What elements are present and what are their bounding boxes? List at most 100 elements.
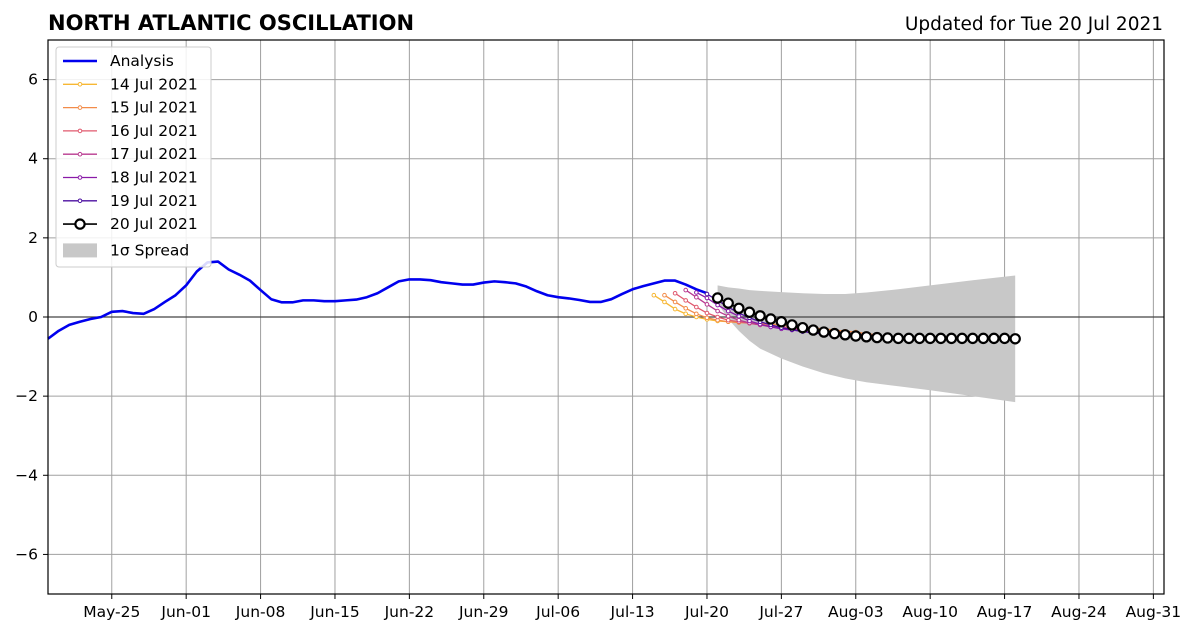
- legend-label: 18 Jul 2021: [110, 169, 198, 187]
- x-tick-label: Aug-24: [1051, 603, 1107, 621]
- forecast-point: [715, 302, 720, 308]
- forecast-point: [743, 306, 756, 318]
- forecast-point: [786, 319, 798, 331]
- forecast-point: [672, 290, 678, 296]
- forecast-point: [860, 331, 873, 343]
- y-tick-label: −2: [15, 387, 38, 405]
- forecast-series: [651, 287, 1021, 345]
- legend-label: Analysis: [110, 52, 174, 70]
- legend-label: 19 Jul 2021: [110, 192, 198, 210]
- forecast-point: [683, 298, 689, 303]
- forecast-point: [704, 291, 710, 297]
- forecast-point: [722, 297, 734, 309]
- analysis-series: [47, 260, 708, 340]
- forecast-point: [662, 299, 667, 305]
- legend-swatch-marker: [77, 82, 83, 87]
- forecast-point: [966, 332, 979, 345]
- forecast-point: [662, 292, 667, 298]
- forecast-point: [828, 327, 841, 340]
- legend-swatch-marker: [77, 151, 83, 157]
- legend-entry-forecast: [63, 198, 97, 204]
- forecast-point: [694, 294, 699, 300]
- forecast-point: [694, 290, 699, 295]
- forecast-point: [807, 324, 819, 336]
- forecast-point: [651, 292, 657, 298]
- forecast-point: [725, 313, 731, 319]
- legend-label: 14 Jul 2021: [110, 75, 198, 93]
- legend-entry-forecast: [63, 105, 97, 110]
- legend-label: 20 Jul 2021: [110, 215, 198, 233]
- x-tick-label: Aug-03: [828, 603, 884, 621]
- forecast-point: [1009, 333, 1021, 345]
- forecast-point: [694, 304, 699, 310]
- forecast-point: [704, 310, 710, 316]
- x-tick-label: Jun-01: [160, 603, 211, 621]
- forecast-point: [903, 332, 915, 345]
- legend-swatch-spread: [63, 243, 97, 258]
- x-tick-label: Aug-31: [1126, 603, 1182, 621]
- forecast-point: [715, 308, 720, 314]
- forecast-point: [988, 332, 1000, 345]
- legend-swatch-marker: [77, 128, 83, 134]
- legend-entry-forecast: [63, 151, 97, 157]
- forecast-point: [956, 332, 968, 345]
- forecast-point: [694, 311, 699, 317]
- forecast-point: [839, 329, 851, 341]
- legend-swatch-marker: [77, 175, 83, 180]
- forecast-point: [924, 332, 936, 345]
- forecast-point: [775, 316, 788, 328]
- x-tick-label: Jun-15: [309, 603, 360, 621]
- forecast-point: [818, 326, 830, 338]
- x-tick-label: May-25: [83, 603, 140, 621]
- x-tick-label: Jul-27: [758, 603, 803, 621]
- legend-entry-forecast: [63, 128, 97, 134]
- forecast-point: [977, 332, 990, 345]
- forecast-point: [850, 330, 862, 342]
- x-tick-label: Jul-06: [535, 603, 580, 621]
- chart-title: NORTH ATLANTIC OSCILLATION: [48, 11, 414, 35]
- forecast-point: [935, 332, 947, 345]
- x-tick-label: Aug-10: [902, 603, 958, 621]
- forecast-point: [913, 332, 926, 345]
- x-tick-label: Aug-17: [977, 603, 1033, 621]
- x-tick-label: Jul-20: [684, 603, 729, 621]
- forecast-point: [711, 292, 724, 304]
- forecast-point: [998, 332, 1011, 345]
- forecast-point: [704, 302, 710, 307]
- x-tick-label: Jul-13: [610, 603, 655, 621]
- chart-subtitle: Updated for Tue 20 Jul 2021: [905, 14, 1163, 35]
- legend-label: 1σ Spread: [110, 241, 189, 259]
- forecast-point: [796, 321, 809, 334]
- forecast-point: [672, 306, 678, 312]
- forecast-point: [715, 314, 720, 320]
- forecast-point: [704, 315, 710, 321]
- forecast-point: [736, 317, 742, 323]
- legend: Analysis 14 Jul 2021 15 Jul 2021 16 Jul 202…: [55, 46, 212, 268]
- forecast-point: [683, 287, 689, 293]
- forecast-point: [881, 332, 894, 344]
- y-axis: −6 −4 −2 0 2 4 6: [15, 71, 48, 563]
- forecast-point: [683, 305, 689, 311]
- analysis-line: [47, 260, 708, 340]
- x-tick-label: Jun-08: [235, 603, 286, 621]
- forecast-point: [672, 299, 678, 305]
- forecast-point: [754, 310, 766, 322]
- x-tick-label: Jun-22: [384, 603, 435, 621]
- legend-swatch-marker: [77, 105, 83, 110]
- forecast-point: [892, 332, 904, 345]
- legend-entry-forecast: [63, 175, 97, 180]
- forecast-point: [945, 332, 958, 345]
- forecast-point: [765, 313, 777, 325]
- legend-entry-forecast: [63, 82, 97, 87]
- forecast-point: [704, 295, 710, 301]
- forecast-point: [725, 308, 731, 314]
- x-tick-label: Jun-29: [458, 603, 509, 621]
- legend-swatch-marker: [77, 198, 83, 204]
- y-tick-label: 0: [28, 308, 38, 326]
- forecast-point: [683, 311, 689, 317]
- legend-label: 16 Jul 2021: [110, 122, 198, 140]
- y-tick-label: 2: [28, 229, 38, 247]
- forecast-point: [871, 331, 883, 344]
- y-tick-label: 6: [28, 71, 38, 89]
